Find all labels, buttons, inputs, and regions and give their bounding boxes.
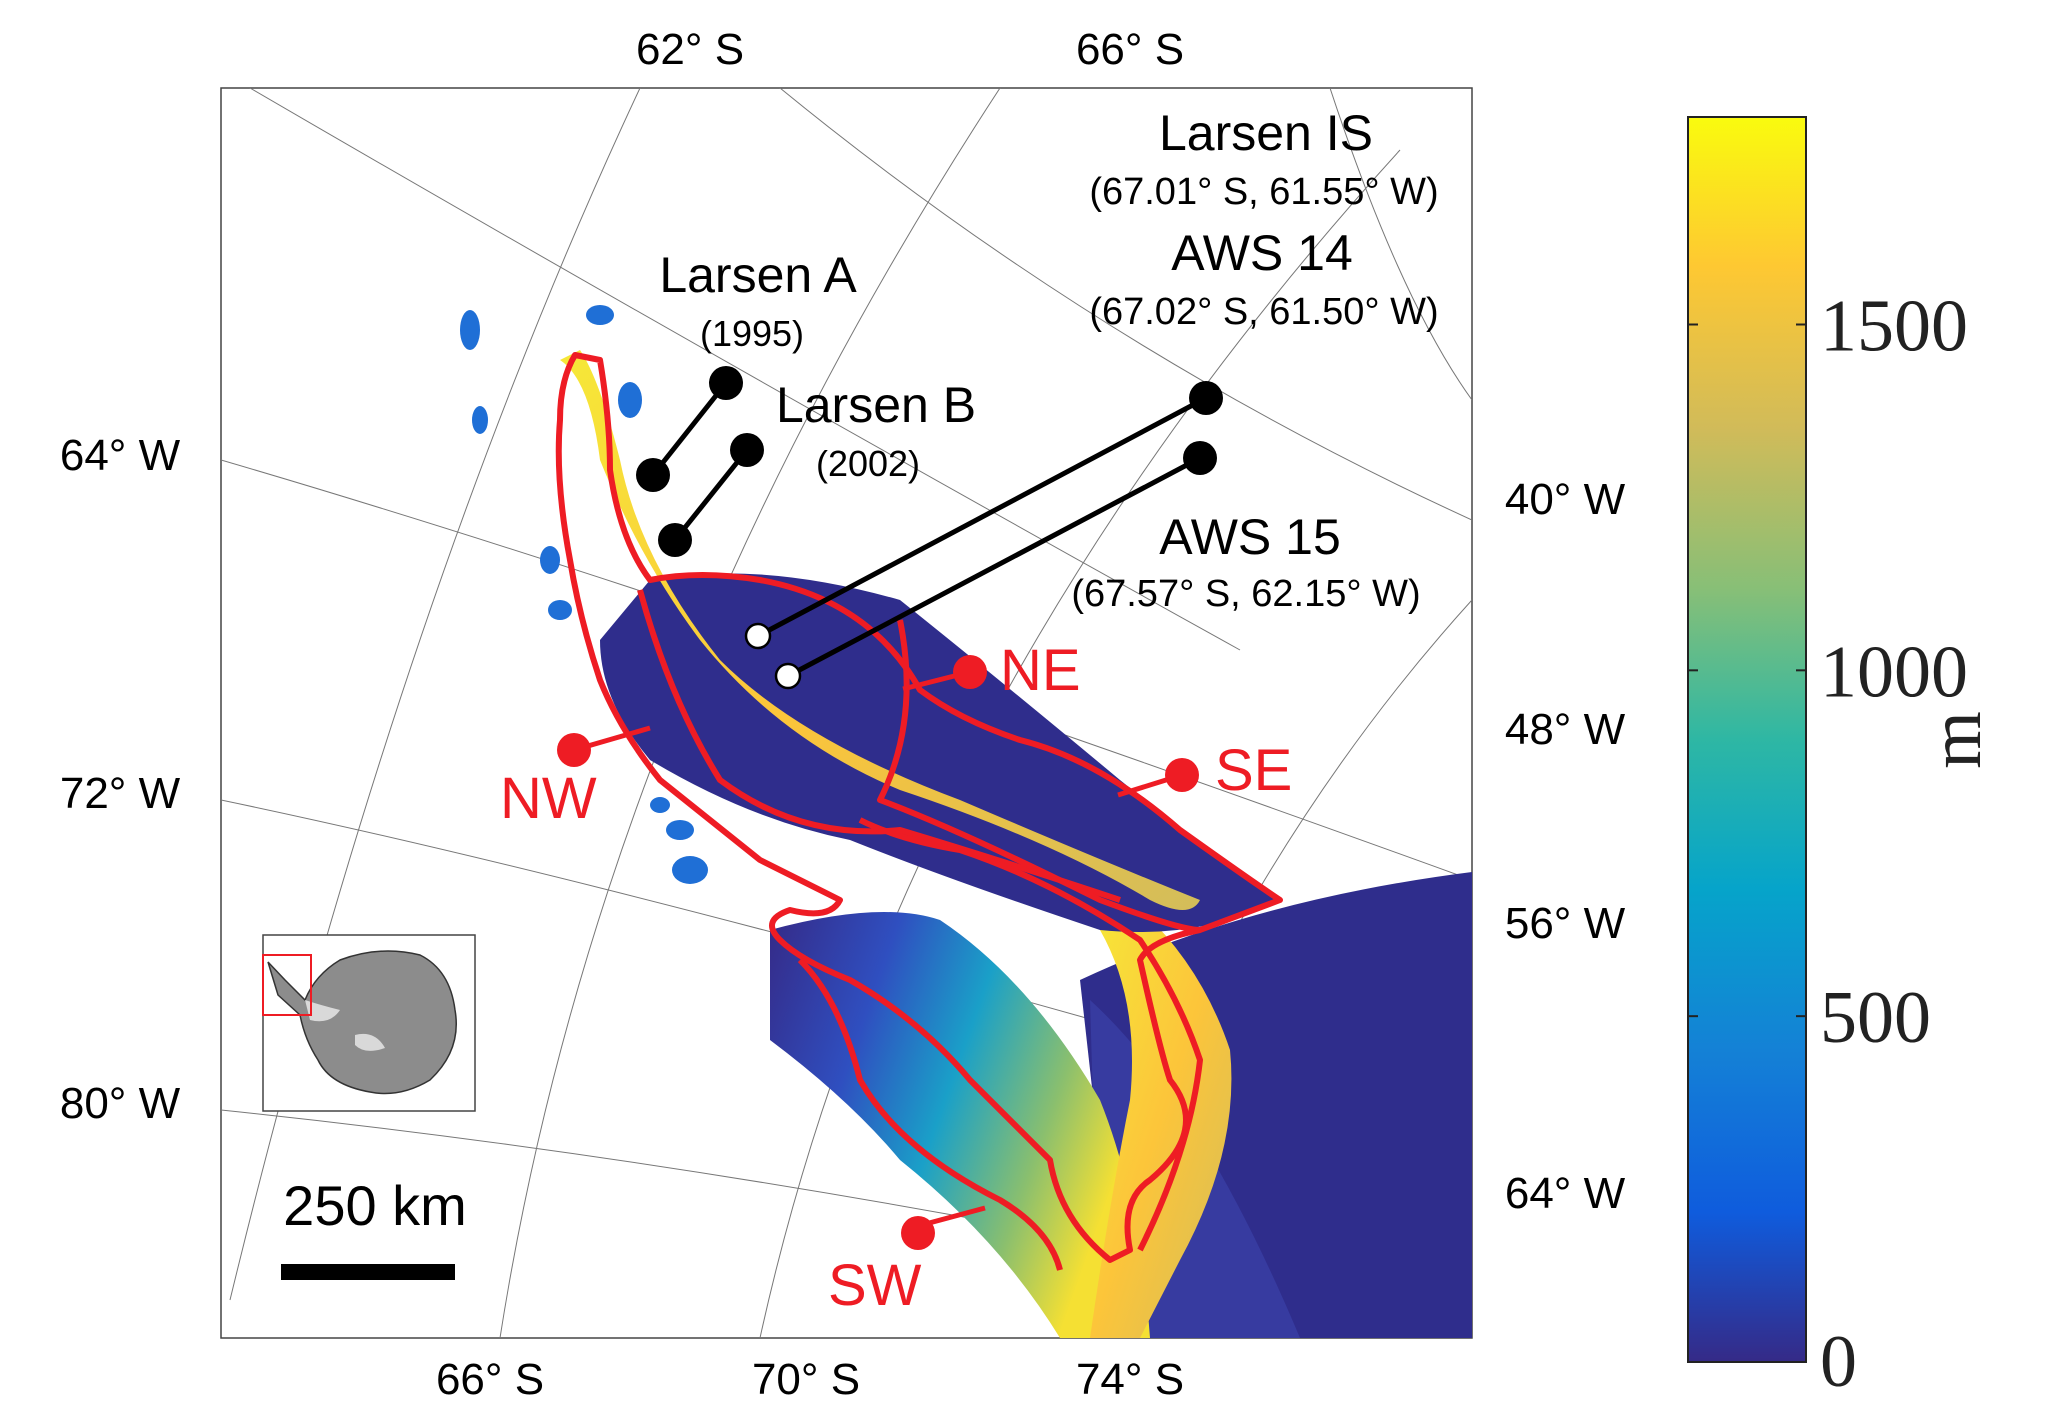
top-axis-label-0: 62° S (636, 25, 744, 74)
aws14-location-marker (744, 622, 772, 650)
antarctica-landmass (267, 950, 457, 1095)
island (618, 382, 642, 418)
larsen-a-leader (651, 381, 728, 477)
larsen-b-marker (730, 433, 764, 467)
sw-coast (797, 957, 1063, 1271)
right-axis-label-0: 40° W (1505, 475, 1626, 524)
island (586, 305, 614, 325)
larsen-b-leader (673, 448, 749, 542)
scale-bar-label: 250 km (283, 1174, 467, 1237)
larsen-basin (600, 573, 1280, 932)
left-axis-label-0: 64° W (60, 431, 181, 480)
region-markers (557, 655, 1199, 1250)
island (548, 600, 572, 620)
larsen-is-name: Larsen IS (1159, 105, 1373, 161)
nw-se-divide (877, 619, 1201, 933)
antarctica-inset (262, 934, 476, 1112)
colorbar-ticks: 0 500 1000 1500 (1688, 286, 1968, 1403)
aws14-name: AWS 14 (1171, 225, 1353, 281)
island (666, 820, 694, 840)
aws15-coords: (67.57° S, 62.15° W) (1071, 573, 1420, 615)
larsen-a-marker-origin (636, 458, 670, 492)
colorbar-tick-label: 1500 (1820, 286, 1968, 368)
bottom-axis-label-1: 70° S (752, 1355, 860, 1404)
palmer-land-terrain (770, 912, 1150, 1338)
region-label-ne: NE (1000, 638, 1081, 703)
scale-bar (281, 1264, 455, 1280)
right-axis-label-3: 64° W (1505, 1169, 1626, 1218)
left-axis-label-1: 72° W (60, 769, 181, 818)
site-markers (636, 366, 1223, 557)
colorbar-unit-label: m (1915, 711, 1997, 769)
colorbar-tick-label: 500 (1820, 977, 1931, 1059)
site-leader-lines (651, 381, 1208, 679)
aws14-coords: (67.02° S, 61.50° W) (1089, 291, 1438, 333)
sw-marker (901, 1216, 935, 1250)
region-label-se: SE (1215, 738, 1292, 803)
bottom-axis-label-2: 74° S (1076, 1355, 1184, 1404)
colorbar-tick-label: 0 (1820, 1321, 1857, 1403)
region-label-nw: NW (500, 766, 597, 831)
aws15-name: AWS 15 (1159, 509, 1341, 565)
larsen-a-marker (709, 366, 743, 400)
aws15-marker (1183, 441, 1217, 475)
aws-leader (786, 455, 1202, 679)
island (460, 310, 480, 350)
larsen-b-marker-origin (658, 523, 692, 557)
larsen-is-leader (756, 395, 1208, 639)
larsen-is-marker (1189, 381, 1223, 415)
se-marker (1165, 758, 1199, 792)
larsen-is-coords: (67.01° S, 61.55° W) (1089, 171, 1438, 213)
left-axis-label-2: 80° W (60, 1079, 181, 1128)
larsen-b-name: Larsen B (776, 377, 976, 433)
larsen-a-year: (1995) (700, 313, 804, 354)
top-axis-label-1: 66° S (1076, 25, 1184, 74)
island (540, 546, 560, 574)
nw-marker (557, 733, 591, 767)
inset-ice-shelf (305, 1000, 340, 1022)
peninsula-outline (555, 352, 1283, 1263)
ne-se-divide (637, 589, 1121, 903)
colorbar-tick-label: 1000 (1820, 631, 1968, 713)
aws-location-markers (744, 622, 802, 690)
bottom-axis-label-0: 66° S (436, 1355, 544, 1404)
islands (460, 305, 708, 884)
inset-study-area-box (262, 954, 312, 1016)
ne-marker (953, 655, 987, 689)
region-label-sw: SW (828, 1253, 922, 1318)
island (650, 797, 670, 813)
inset-ice-shelf (355, 1033, 385, 1051)
larsen-a-name: Larsen A (659, 247, 857, 303)
graticule-line (779, 88, 1472, 521)
larsen-b-year: (2002) (816, 443, 920, 484)
aws15-location-marker (774, 662, 802, 690)
island (472, 406, 488, 434)
region-boundaries (555, 352, 1283, 1271)
sw-divide (858, 817, 1203, 1252)
island (672, 856, 708, 884)
right-axis-label-2: 56° W (1505, 899, 1626, 948)
right-axis-label-1: 48° W (1505, 705, 1626, 754)
graticule-line (1329, 88, 1472, 401)
colorbar (1687, 116, 1807, 1363)
